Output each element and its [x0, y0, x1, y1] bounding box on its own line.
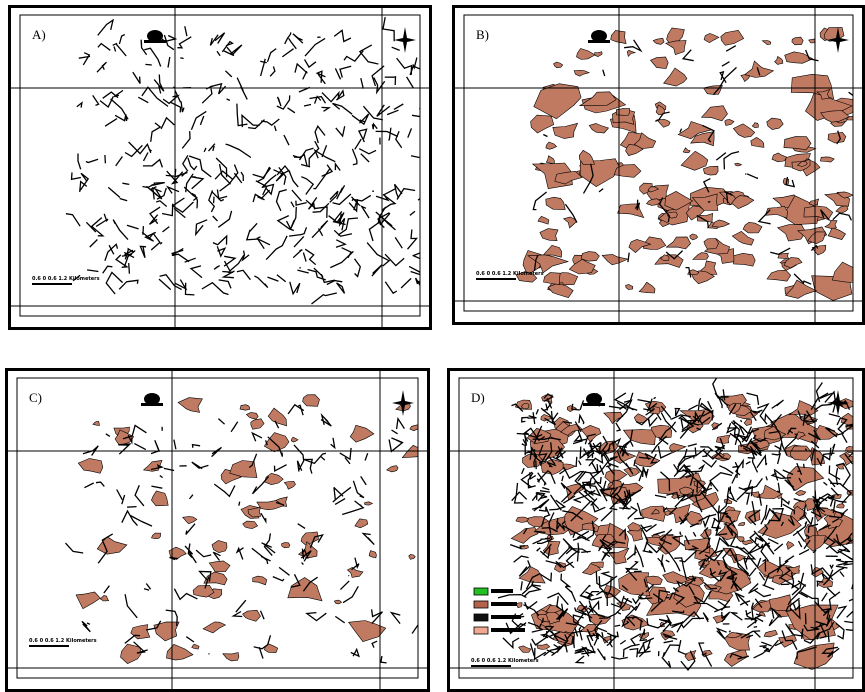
map-panel: D) 0.6 0 0.6 1.2 Kilometers — [447, 368, 865, 692]
scale-bar — [29, 645, 69, 647]
road-line — [772, 454, 778, 455]
scale-text: 0.6 0 0.6 1.2 Kilometers — [476, 271, 544, 277]
panel-label: B) — [476, 27, 489, 42]
logo — [141, 403, 163, 406]
area-polygon — [616, 109, 630, 116]
scale-bar — [32, 283, 72, 285]
road-line — [209, 654, 210, 655]
area-polygon — [784, 137, 811, 150]
road-line — [754, 627, 757, 628]
scale-text: 0.6 0 0.6 1.2 Kilometers — [32, 276, 100, 282]
legend-swatch — [474, 614, 488, 621]
panel-label: A) — [32, 27, 46, 42]
scale-bar — [476, 278, 516, 280]
road-line — [180, 58, 183, 59]
road-line — [143, 226, 144, 235]
road-line — [634, 518, 644, 519]
panel-label: C) — [29, 390, 42, 405]
road-line — [547, 422, 548, 423]
legend-text-bar — [491, 615, 521, 619]
legend-swatch — [474, 601, 488, 608]
map-figure: A) 0.6 0 0.6 1.2 Kilometers B) 0.6 0 0.6 1.… — [0, 0, 865, 692]
road-line — [145, 64, 151, 65]
legend-swatch — [474, 627, 488, 634]
road-line — [576, 457, 577, 467]
legend-text-bar — [491, 628, 525, 632]
map-panel: B) 0.6 0 0.6 1.2 Kilometers — [452, 5, 865, 325]
scale-text: 0.6 0 0.6 1.2 Kilometers — [471, 658, 539, 664]
logo — [583, 403, 605, 406]
area-polygon — [516, 517, 529, 523]
road-line — [239, 502, 240, 506]
road-line — [540, 624, 541, 627]
area-polygon — [303, 395, 320, 407]
area-polygon — [732, 253, 755, 266]
legend-text-bar — [491, 589, 513, 593]
map-panel: A) 0.6 0 0.6 1.2 Kilometers — [8, 5, 435, 330]
road-line — [127, 507, 136, 508]
road-line — [734, 421, 735, 425]
panel-label: D) — [471, 390, 485, 405]
road-line — [129, 263, 130, 274]
legend-text-bar — [491, 602, 517, 606]
road-line — [760, 646, 767, 647]
road-line — [702, 456, 707, 457]
map-panel: C) 0.6 0 0.6 1.2 Kilometers — [5, 368, 430, 692]
scale-text: 0.6 0 0.6 1.2 Kilometers — [29, 638, 97, 644]
area-polygon — [240, 405, 250, 411]
scale-bar — [471, 665, 511, 667]
road-line — [817, 581, 824, 582]
logo — [588, 40, 610, 43]
logo — [144, 40, 166, 43]
road-line — [745, 174, 746, 175]
legend-swatch — [474, 588, 488, 595]
road-line — [697, 481, 698, 493]
road-line — [543, 618, 544, 623]
road-line — [804, 464, 805, 468]
area-polygon — [792, 37, 803, 45]
road-line — [300, 267, 301, 268]
area-polygon — [282, 543, 290, 548]
road-line — [105, 155, 106, 163]
road-line — [741, 420, 742, 422]
